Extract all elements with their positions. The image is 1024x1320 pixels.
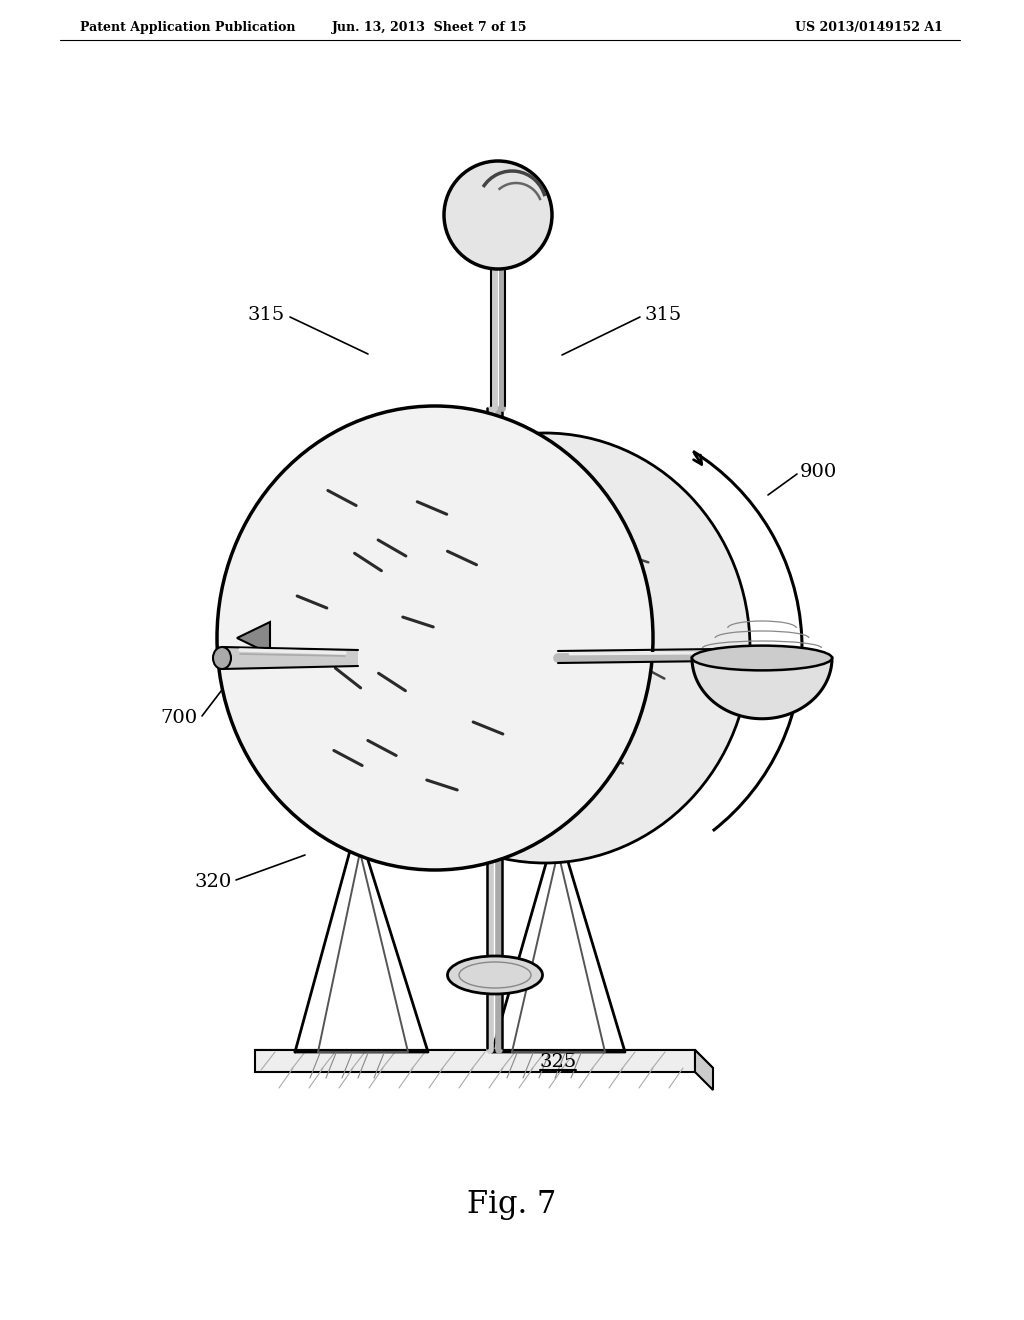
Text: Fig. 7: Fig. 7	[467, 1189, 557, 1221]
Text: 325: 325	[540, 1053, 577, 1071]
Polygon shape	[695, 1049, 713, 1090]
Circle shape	[444, 161, 552, 269]
Text: 900: 900	[800, 463, 838, 480]
Polygon shape	[255, 1049, 713, 1068]
Polygon shape	[255, 1049, 695, 1072]
Ellipse shape	[217, 407, 653, 870]
Text: Jun. 13, 2013  Sheet 7 of 15: Jun. 13, 2013 Sheet 7 of 15	[332, 21, 527, 34]
Text: 315: 315	[645, 306, 682, 323]
Text: 315: 315	[248, 306, 285, 323]
Ellipse shape	[213, 647, 231, 669]
Ellipse shape	[340, 433, 750, 863]
Text: Patent Application Publication: Patent Application Publication	[80, 21, 296, 34]
Polygon shape	[237, 622, 270, 653]
Text: 700: 700	[161, 709, 198, 727]
Polygon shape	[692, 657, 831, 719]
Ellipse shape	[447, 956, 543, 994]
Text: 320: 320	[195, 873, 232, 891]
Polygon shape	[222, 647, 358, 669]
Text: US 2013/0149152 A1: US 2013/0149152 A1	[795, 21, 943, 34]
Bar	[715, 649, 737, 667]
Ellipse shape	[692, 645, 831, 671]
